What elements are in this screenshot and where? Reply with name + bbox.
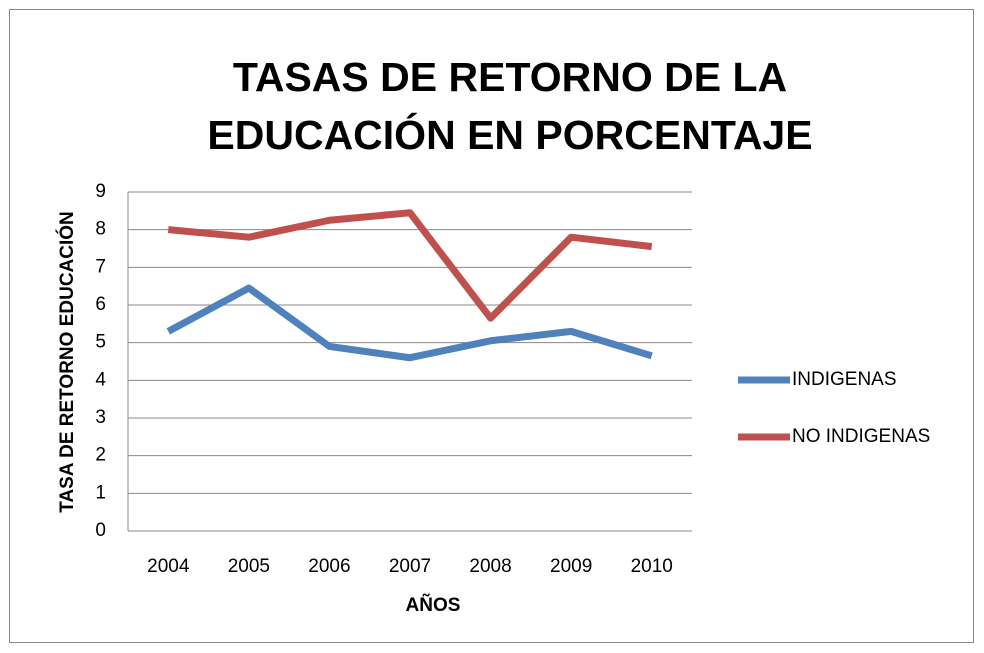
y-tick-label: 8: [95, 219, 106, 240]
chart-border: [9, 9, 974, 643]
x-tick-label: 2010: [631, 556, 673, 577]
y-tick-label: 9: [95, 181, 106, 202]
x-tick-label: 2007: [389, 556, 431, 577]
y-tick-label: 7: [95, 256, 106, 277]
x-tick-label: 2005: [228, 556, 270, 577]
legend-label: INDIGENAS: [792, 369, 897, 390]
x-tick-label: 2006: [308, 556, 350, 577]
y-tick-label: 1: [95, 482, 106, 503]
y-tick-label: 2: [95, 445, 106, 466]
x-axis-label: AÑOS: [406, 594, 461, 616]
y-tick-label: 3: [95, 407, 106, 428]
series-line: [167, 209, 653, 322]
y-axis-label: TASA DE RETORNO EDUCACIÓN: [56, 211, 78, 513]
x-tick-label: 2009: [550, 556, 592, 577]
y-tick-label: 6: [95, 294, 106, 315]
x-tick-label: 2008: [469, 556, 511, 577]
legend-label: NO INDIGENAS: [792, 426, 930, 447]
series-line: [166, 284, 653, 362]
y-tick-label: 4: [95, 369, 106, 390]
y-tick-label: 5: [95, 332, 106, 353]
x-tick-label: 2004: [147, 556, 190, 577]
y-tick-label: 0: [95, 520, 106, 541]
chart-title: TASAS DE RETORNO DE LA EDUCACIÓN EN PORC…: [207, 54, 813, 158]
